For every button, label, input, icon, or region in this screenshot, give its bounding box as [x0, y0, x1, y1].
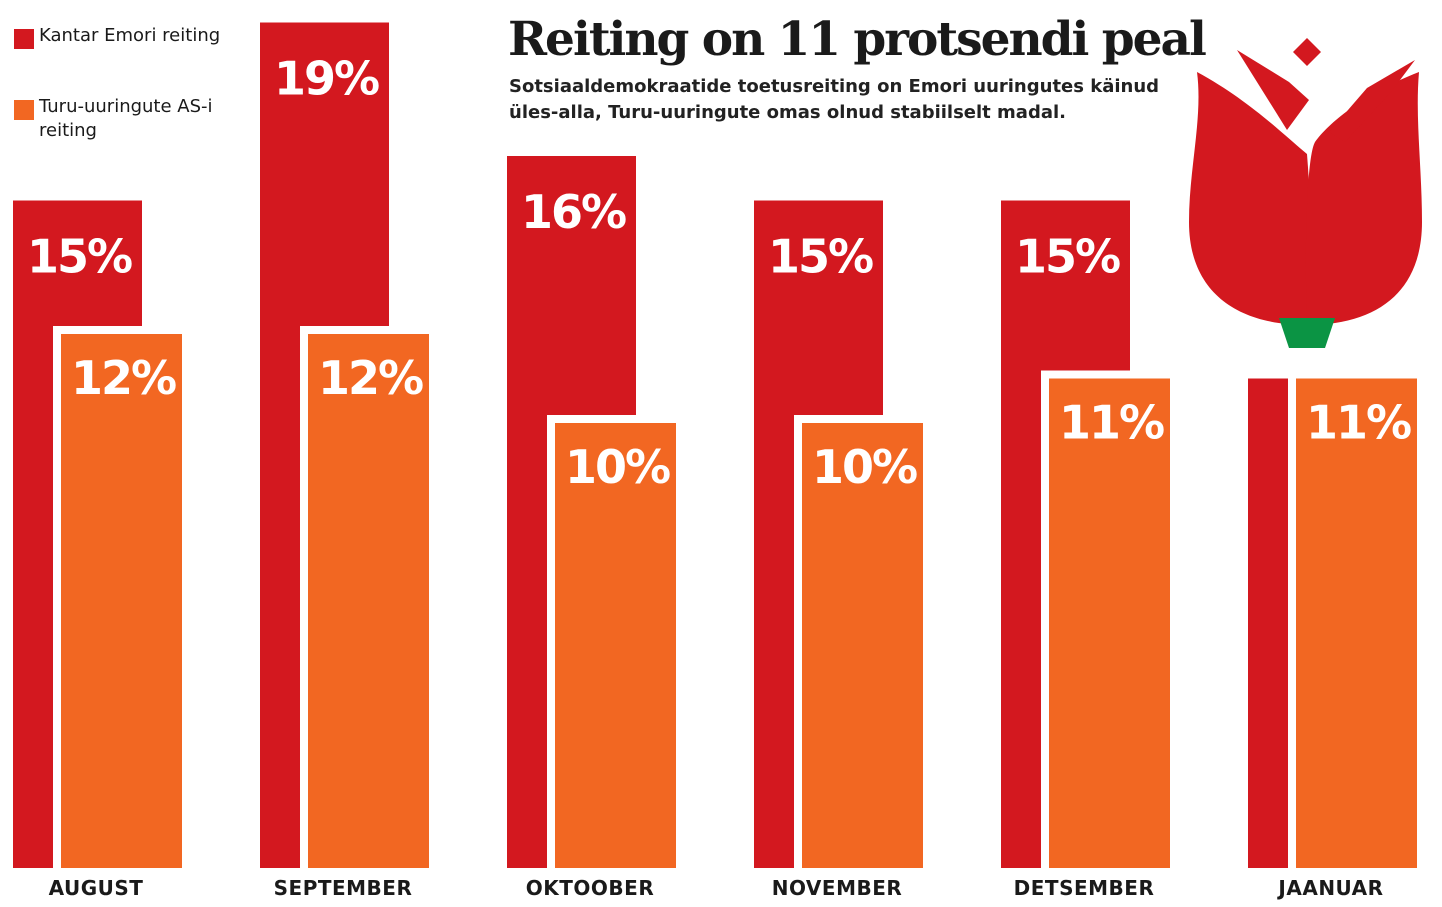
- data-label-kantar-emori-september: 19%: [274, 52, 379, 106]
- legend-swatch: [14, 29, 34, 49]
- x-tick-label-august: AUGUST: [49, 876, 144, 900]
- bar-turu-uuringute-august: [61, 334, 182, 868]
- chart-title: Reiting on 11 protsendi peal: [508, 12, 1207, 67]
- legend-label: Turu-uuringute AS-i reiting: [39, 96, 213, 141]
- data-label-turu-uuringute-jaanuar: 11%: [1306, 396, 1411, 450]
- data-label-kantar-emori-detsember: 15%: [1015, 230, 1120, 284]
- rose-top-petal-right: [1329, 60, 1415, 142]
- x-tick-label-september: SEPTEMBER: [274, 876, 413, 900]
- data-label-turu-uuringute-detsember: 11%: [1059, 396, 1164, 450]
- legend-swatch: [14, 100, 34, 120]
- x-tick-label-oktoober: OKTOOBER: [526, 876, 654, 900]
- bar-turu-uuringute-jaanuar: [1296, 378, 1417, 868]
- x-tick-label-detsember: DETSEMBER: [1014, 876, 1155, 900]
- rose-sepal: [1279, 318, 1335, 348]
- data-label-kantar-emori-oktoober: 16%: [521, 185, 626, 239]
- x-tick-label-november: NOVEMBER: [772, 876, 903, 900]
- legend-item-turu-uuringute: Turu-uuringute AS-i reiting: [14, 95, 254, 143]
- bar-turu-uuringute-detsember: [1049, 378, 1170, 868]
- rose-bud: [1293, 38, 1321, 66]
- chart-subtitle: Sotsiaaldemokraatide toetusreiting on Em…: [509, 76, 1160, 123]
- legend-item-kantar-emori: Kantar Emori reiting: [14, 24, 254, 49]
- rose-icon: [1189, 38, 1422, 348]
- data-label-turu-uuringute-september: 12%: [318, 351, 423, 405]
- rose-left-petal: [1189, 72, 1311, 325]
- data-label-kantar-emori-august: 15%: [27, 230, 132, 284]
- rose-top-petal: [1237, 50, 1309, 130]
- data-label-turu-uuringute-august: 12%: [71, 351, 176, 405]
- legend-label: Kantar Emori reiting: [39, 25, 221, 46]
- bar-turu-uuringute-oktoober: [555, 423, 676, 868]
- data-label-turu-uuringute-oktoober: 10%: [565, 440, 670, 494]
- data-label-turu-uuringute-november: 10%: [812, 440, 917, 494]
- bar-turu-uuringute-september: [308, 334, 429, 868]
- data-label-kantar-emori-november: 15%: [768, 230, 873, 284]
- bar-turu-uuringute-november: [802, 423, 923, 868]
- bars-group: 15% 12% 19% 12% 16% 10% 15% 10% 15% 11% 11%: [13, 22, 1433, 868]
- category-labels: AUGUST SEPTEMBER OKTOOBER NOVEMBER DETSEMBER…: [49, 876, 1383, 900]
- x-tick-label-jaanuar: JAANUAR: [1276, 876, 1383, 900]
